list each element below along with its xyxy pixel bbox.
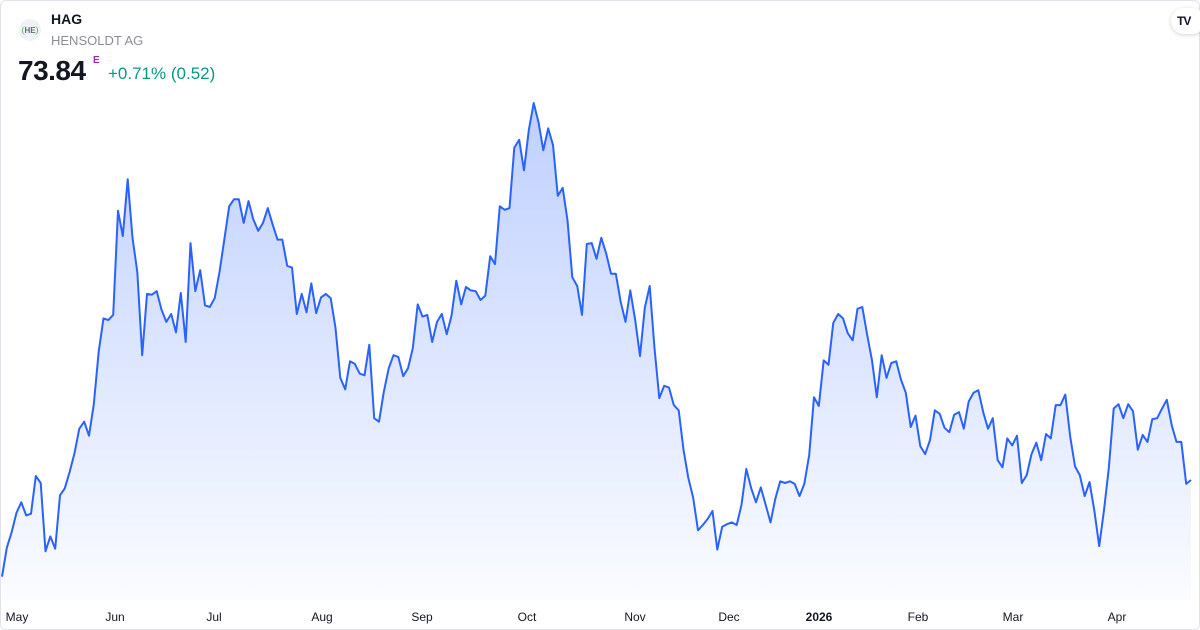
- company-name: HENSOLDT AG: [51, 33, 144, 48]
- x-tick-label: Feb: [907, 610, 929, 624]
- tradingview-logo-text: TV: [1177, 14, 1191, 28]
- x-tick-label: Apr: [1107, 610, 1127, 624]
- price-line: [1, 102, 1192, 577]
- x-tick-label: Nov: [624, 610, 646, 624]
- logo-text: HE: [22, 25, 38, 35]
- x-tick-label: Dec: [718, 610, 740, 624]
- x-tick-label: Mar: [1002, 610, 1024, 624]
- x-tick-label: Aug: [311, 610, 333, 624]
- x-tick-label: 2026: [805, 610, 833, 624]
- x-tick-label: Sep: [411, 610, 433, 624]
- x-tick-label: Jun: [105, 610, 125, 624]
- exchange-flag: E: [93, 55, 100, 66]
- price-area-fill: [2, 103, 1191, 600]
- x-tick-label: May: [5, 610, 29, 624]
- ticker-symbol[interactable]: HAG: [51, 11, 83, 27]
- x-tick-label: Oct: [517, 610, 537, 624]
- last-price: 73.84: [18, 55, 86, 86]
- price-change: +0.71% (0.52): [108, 64, 216, 83]
- x-tick-label: Jul: [206, 610, 222, 624]
- company-logo: HE: [19, 19, 41, 41]
- tradingview-logo-icon[interactable]: TV: [1171, 8, 1200, 34]
